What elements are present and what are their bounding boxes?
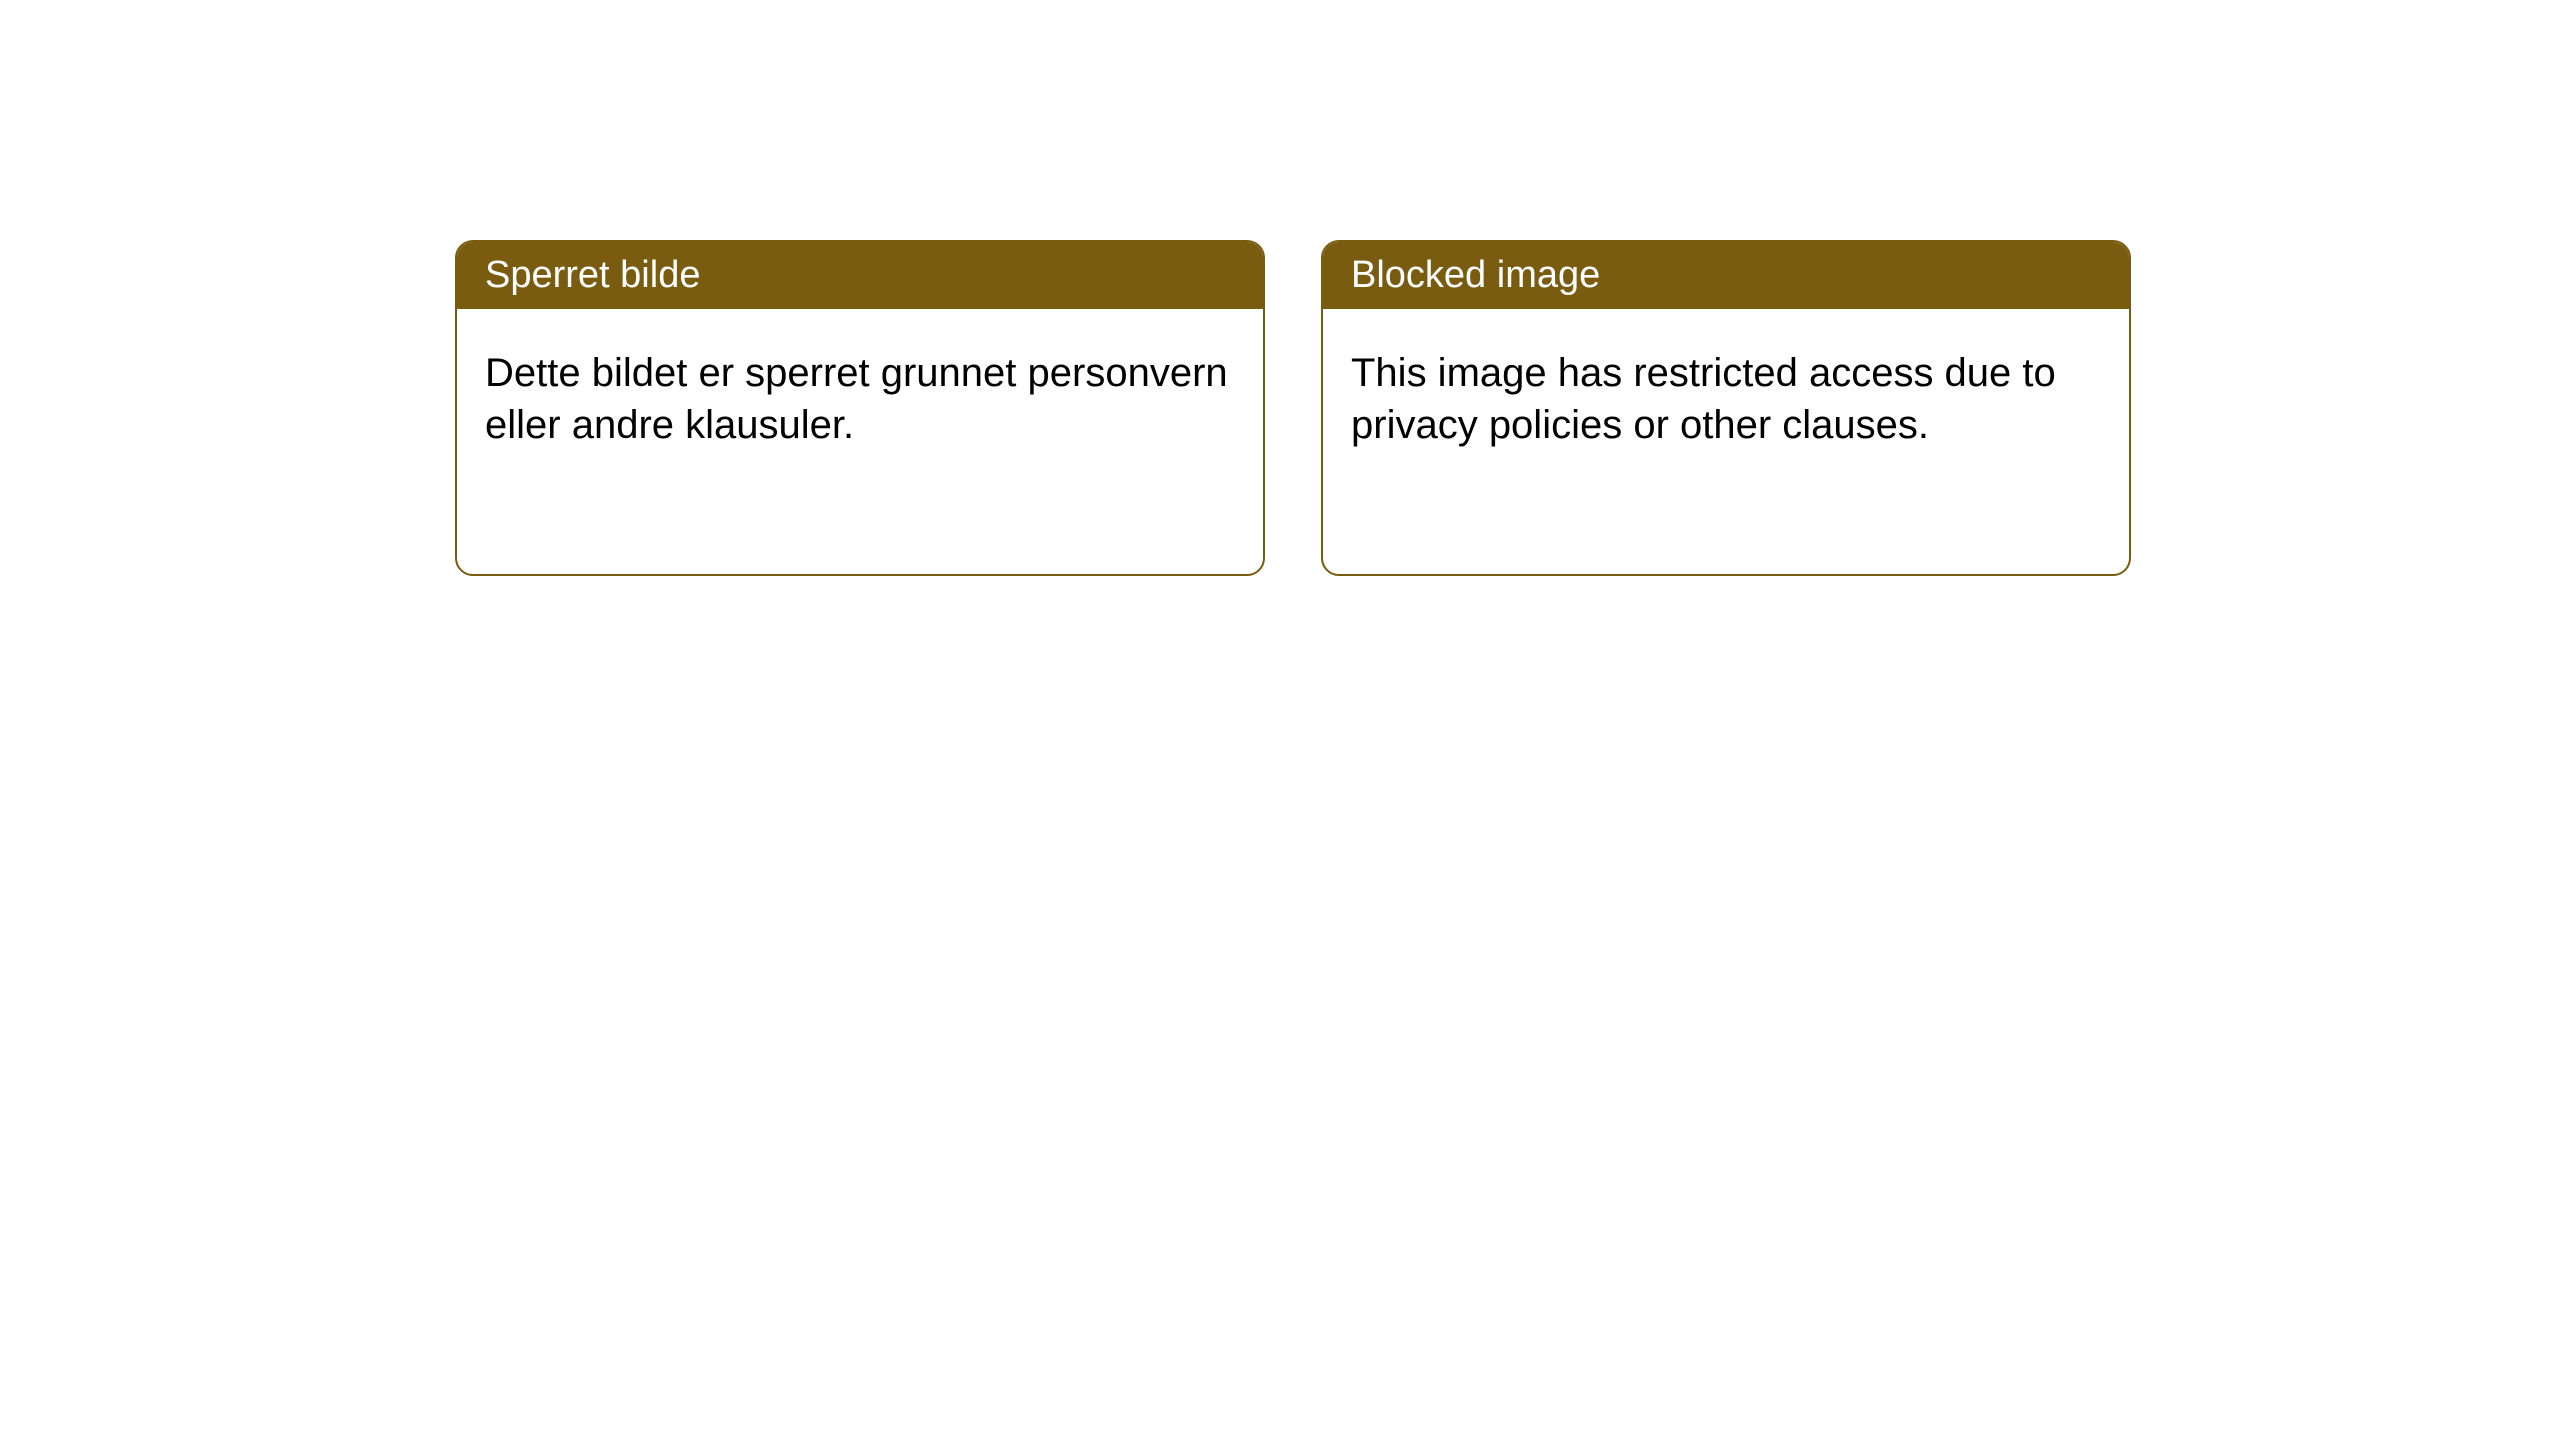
card-body-text: Dette bildet er sperret grunnet personve… [485, 351, 1228, 447]
blocked-image-notice-card-english: Blocked image This image has restricted … [1321, 240, 2131, 576]
card-header: Blocked image [1323, 242, 2129, 309]
card-body-text: This image has restricted access due to … [1351, 351, 2056, 447]
card-body: Dette bildet er sperret grunnet personve… [457, 309, 1263, 489]
notice-cards-container: Sperret bilde Dette bildet er sperret gr… [455, 240, 2131, 576]
blocked-image-notice-card-norwegian: Sperret bilde Dette bildet er sperret gr… [455, 240, 1265, 576]
card-title: Blocked image [1351, 254, 1600, 296]
card-title: Sperret bilde [485, 254, 700, 296]
card-body: This image has restricted access due to … [1323, 309, 2129, 489]
card-header: Sperret bilde [457, 242, 1263, 309]
